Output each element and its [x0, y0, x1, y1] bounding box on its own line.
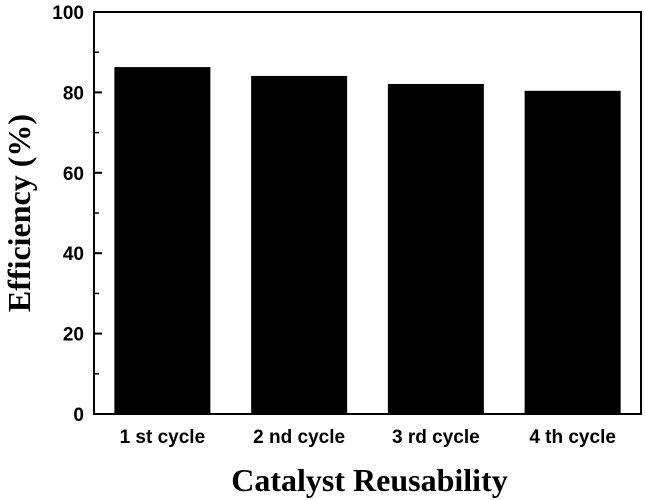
x-tick-label: 3 rd cycle	[392, 427, 480, 448]
bar-2	[251, 75, 348, 414]
y-tick-label: 60	[63, 164, 84, 185]
bar-3	[387, 83, 484, 414]
x-tick-label: 1 st cycle	[120, 427, 206, 448]
y-tick-label: 40	[63, 244, 84, 265]
y-tick-label: 20	[63, 325, 84, 346]
x-axis-title: Catalyst Reusability	[231, 462, 507, 498]
bar-4	[524, 90, 621, 415]
x-axis-ticks: 1 st cycle 2 nd cycle 3 rd cycle 4 th cycle	[120, 407, 616, 448]
x-tick-label: 4 th cycle	[529, 427, 616, 448]
y-tick-label: 0	[73, 405, 84, 426]
plot-frame	[93, 11, 642, 415]
x-tick-label: 2 nd cycle	[253, 427, 345, 448]
bar-1	[114, 67, 211, 414]
y-axis-title: Efficiency (%)	[1, 114, 37, 312]
y-tick-label: 100	[52, 3, 84, 24]
y-tick-label: 80	[63, 83, 84, 104]
bars-group	[114, 67, 621, 415]
